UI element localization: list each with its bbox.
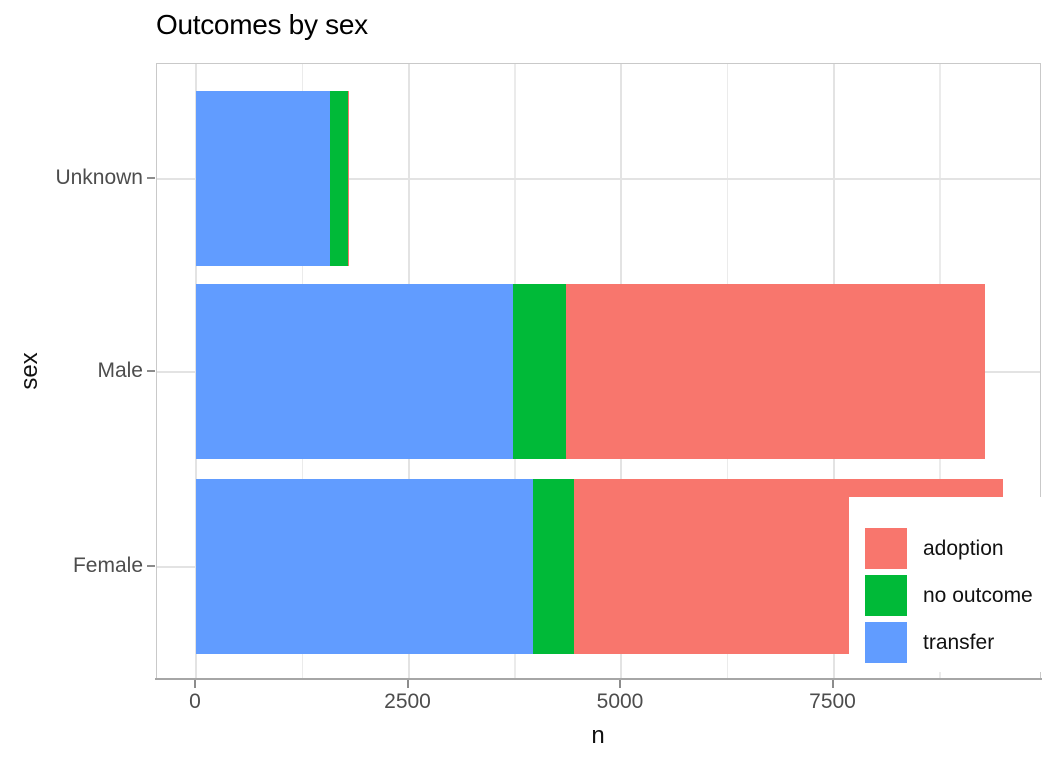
y-tick-mark (147, 176, 155, 179)
bar-segment-no-outcome (329, 91, 348, 266)
legend-key-swatch (865, 528, 907, 569)
plot-title: Outcomes by sex (156, 9, 368, 40)
y-tick-label: Female (72, 553, 143, 577)
x-tick-mark (194, 680, 196, 688)
bar-segment-no-outcome (512, 284, 566, 459)
y-tick-label: Male (97, 358, 143, 382)
y-tick-mark (147, 369, 155, 372)
legend: adoption no outcome transfer (849, 497, 1056, 672)
y-axis-title: sex (16, 352, 43, 390)
y-tick-mark (147, 564, 155, 567)
major-gridline-horizontal (157, 177, 1040, 180)
x-tick-mark (831, 680, 834, 688)
bar-segment-adoption (347, 91, 350, 266)
legend-label: adoption (923, 536, 1004, 560)
x-tick-label: 5000 (596, 690, 644, 713)
x-tick-mark (406, 680, 409, 688)
x-tick-label: 2500 (384, 690, 431, 713)
x-tick-label: 7500 (809, 690, 856, 713)
x-axis-title: n (591, 722, 605, 749)
x-axis-line (155, 678, 1042, 680)
y-tick-label: Unknown (55, 165, 143, 189)
legend-key-swatch (865, 575, 907, 616)
bar-segment-adoption (565, 284, 986, 459)
legend-label: transfer (923, 630, 995, 654)
legend-label: no outcome (923, 583, 1033, 607)
x-tick-label: 0 (189, 690, 201, 713)
bar-segment-transfer (196, 284, 513, 459)
bar-segment-transfer (196, 479, 534, 654)
x-tick-mark (619, 680, 621, 688)
legend-item: adoption (865, 528, 1045, 569)
bar-segment-no-outcome (533, 479, 574, 654)
legend-key-swatch (865, 622, 907, 663)
legend-item: transfer (865, 622, 1045, 663)
bar-segment-transfer (196, 91, 330, 266)
legend-item: no outcome (865, 575, 1045, 616)
